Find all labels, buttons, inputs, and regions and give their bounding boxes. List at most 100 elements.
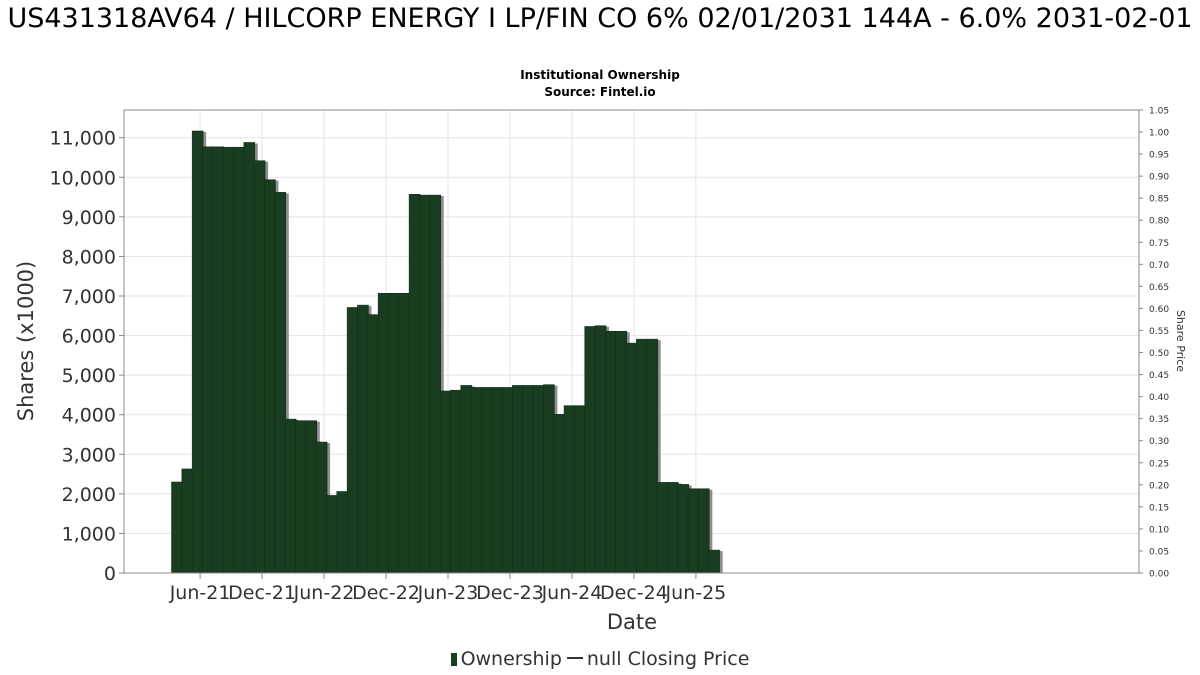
ownership-bar — [677, 484, 689, 574]
ownership-bar — [460, 385, 472, 574]
ownership-bar — [367, 314, 380, 574]
ownership-bar — [491, 387, 503, 574]
ownership-bar — [646, 338, 658, 574]
ownership-bar — [553, 414, 565, 574]
x-tick-label: Jun-23 — [417, 582, 479, 604]
legend-price-label: null Closing Price — [586, 648, 750, 670]
y2-tick-label: 0.75 — [1149, 239, 1169, 249]
ownership-bar — [450, 389, 462, 574]
x-tick-label: Jun-22 — [293, 582, 355, 604]
x-axis-label: Date — [607, 610, 657, 634]
legend-ownership-swatch — [450, 653, 457, 666]
ownership-bar — [346, 307, 359, 574]
ownership-bar — [171, 481, 183, 574]
ownership-bar — [398, 292, 411, 574]
y-tick-label: 11,000 — [50, 128, 116, 150]
ownership-bar — [687, 488, 700, 574]
y2-tick-label: 0.40 — [1149, 393, 1169, 403]
legend-ownership-label: Ownership — [460, 648, 562, 670]
y2-tick-label: 0.90 — [1149, 173, 1169, 183]
ownership-bar — [594, 325, 607, 574]
ownership-bar — [656, 482, 669, 574]
x-tick-label: Dec-21 — [228, 582, 296, 604]
ownership-bar — [191, 130, 204, 574]
ownership-bar — [305, 420, 318, 574]
ownership-bar — [336, 491, 349, 574]
ownership-bar — [512, 385, 524, 574]
ownership-bar — [698, 488, 710, 574]
y2-tick-label: 0.70 — [1149, 261, 1169, 271]
y2-axis-label: Share Price — [1174, 310, 1187, 372]
y2-tick-label: 0.25 — [1149, 459, 1169, 469]
y-tick-label: 10,000 — [50, 167, 116, 189]
ownership-bar — [543, 384, 555, 574]
y2-tick-label: 0.35 — [1149, 415, 1169, 425]
ownership-bar — [222, 146, 235, 574]
ownership-bar — [326, 495, 338, 574]
x-tick-label: Jun-24 — [541, 582, 603, 604]
ownership-bar — [532, 385, 545, 574]
y-tick-label: 6,000 — [62, 326, 116, 348]
ownership-bar — [202, 146, 214, 574]
y2-tick-label: 1.00 — [1149, 129, 1169, 139]
y-axis-label: Shares (x1000) — [14, 261, 38, 421]
x-tick-label: Dec-22 — [352, 582, 420, 604]
y2-tick-label: 1.05 — [1149, 107, 1169, 117]
ownership-bar — [470, 387, 483, 574]
ownership-bar — [388, 292, 400, 574]
legend: Ownership null Closing Price — [0, 648, 1200, 670]
ownership-bar — [284, 418, 297, 574]
y2-tick-label: 0.95 — [1149, 151, 1169, 161]
ownership-bar — [253, 160, 266, 574]
ownership-bar — [429, 194, 441, 574]
y2-tick-label: 0.45 — [1149, 371, 1169, 381]
y2-tick-label: 0.05 — [1149, 547, 1169, 557]
y-tick-label: 8,000 — [62, 246, 116, 268]
ownership-bar — [708, 549, 720, 574]
ownership-bar — [264, 179, 276, 574]
ownership-bar — [667, 482, 679, 574]
ownership-bar — [501, 387, 514, 574]
ownership-bar — [408, 194, 421, 574]
y-tick-label: 9,000 — [62, 207, 116, 229]
y2-tick-label: 0.30 — [1149, 437, 1169, 447]
chart-source: Source: Fintel.io — [544, 85, 656, 99]
y2-tick-label: 0.20 — [1149, 481, 1169, 491]
y2-tick-label: 0.65 — [1149, 283, 1169, 293]
ownership-bar — [584, 326, 596, 574]
ownership-bar — [419, 194, 431, 574]
ownership-bar — [605, 330, 617, 574]
x-tick-label: Dec-23 — [476, 582, 544, 604]
ownership-bar — [233, 146, 245, 574]
ownership-bar — [295, 420, 307, 574]
plot-frame — [123, 109, 1140, 574]
chart-title: US431318AV64 / HILCORP ENERGY I LP/FIN C… — [7, 3, 1193, 34]
ownership-bar — [563, 405, 576, 574]
legend-price-line — [566, 657, 583, 659]
y-tick-label: 0 — [104, 563, 116, 585]
x-tick-label: Dec-24 — [600, 582, 668, 604]
y2-tick-label: 0.15 — [1149, 503, 1169, 513]
ownership-bar — [181, 468, 194, 574]
y2-tick-label: 0.55 — [1149, 327, 1169, 337]
y-tick-label: 3,000 — [62, 444, 116, 466]
y2-tick-label: 0.50 — [1149, 349, 1169, 359]
x-tick-label: Jun-25 — [665, 582, 727, 604]
ownership-bar — [377, 292, 390, 574]
ownership-bar — [625, 342, 638, 574]
y2-tick-label: 0.85 — [1149, 195, 1169, 205]
y-tick-label: 2,000 — [62, 484, 116, 506]
ownership-bar — [243, 142, 256, 574]
ownership-bar — [574, 405, 586, 574]
y-tick-label: 1,000 — [62, 523, 116, 545]
y2-tick-label: 0.10 — [1149, 525, 1169, 535]
y-tick-label: 4,000 — [62, 405, 116, 427]
x-tick-label: Jun-21 — [169, 582, 231, 604]
ownership-bar — [315, 441, 328, 574]
ownership-bar — [212, 146, 225, 574]
chart-subtitle: Institutional Ownership — [520, 68, 680, 82]
y-tick-label: 7,000 — [62, 286, 116, 308]
ownership-bar — [357, 304, 369, 574]
y2-tick-label: 0.60 — [1149, 305, 1169, 315]
